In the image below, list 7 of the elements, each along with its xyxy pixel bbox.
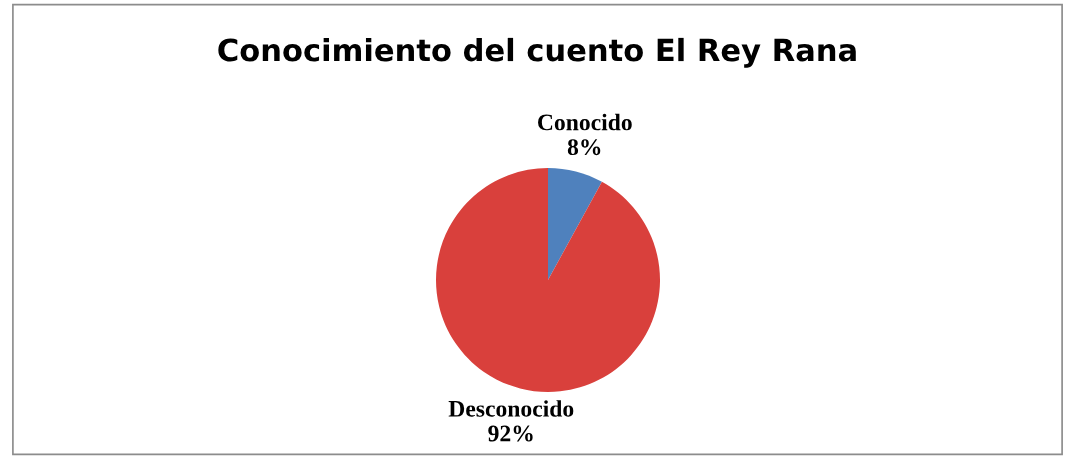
data-label: 8% — [567, 139, 601, 156]
data-label: 92% — [488, 425, 533, 442]
chart-title: Conocimiento del cuento El Rey Rana — [218, 37, 856, 68]
pie-slice — [436, 168, 660, 392]
slice-label: Conocido — [538, 113, 632, 131]
slice-label: Desconocido — [448, 400, 574, 417]
pie-slice — [548, 168, 602, 280]
